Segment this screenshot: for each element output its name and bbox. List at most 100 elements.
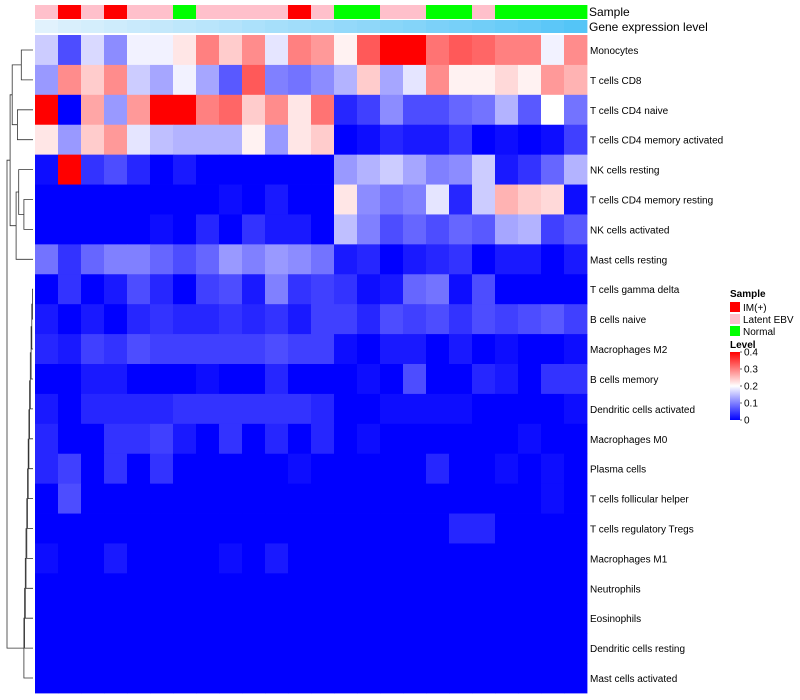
- sample-annotation-cell: [265, 5, 289, 19]
- heatmap-cell: [311, 663, 335, 694]
- heatmap-cell: [403, 304, 427, 335]
- heatmap-cell: [35, 214, 59, 245]
- row-label: Dendritic cells activated: [590, 405, 695, 416]
- heatmap-cell: [35, 94, 59, 126]
- heatmap-cell: [403, 94, 427, 126]
- heatmap-cell: [426, 573, 450, 604]
- heatmap-cell: [472, 513, 496, 544]
- heatmap-cell: [288, 573, 312, 604]
- heatmap-cell: [334, 663, 358, 694]
- heatmap-cell: [357, 154, 381, 185]
- heatmap-cell: [357, 573, 381, 604]
- heatmap-cell: [219, 543, 243, 574]
- sample-annotation-cell: [173, 5, 197, 19]
- heatmap-cell: [564, 423, 588, 455]
- heatmap-cell: [173, 244, 197, 275]
- gene-expression-cell: [242, 20, 266, 33]
- heatmap-cell: [219, 513, 243, 544]
- heatmap-cell: [127, 573, 151, 604]
- heatmap-cell: [564, 94, 588, 126]
- row-labels: Monocytes T cells CD8 T cells CD4 naive T c…: [590, 46, 723, 685]
- heatmap-cell: [81, 244, 105, 275]
- heatmap-cell: [518, 244, 542, 275]
- heatmap-cell: [403, 244, 427, 275]
- heatmap-cell: [150, 633, 174, 664]
- heatmap-cell: [196, 423, 220, 455]
- heatmap-cell: [449, 154, 473, 185]
- heatmap-cell: [564, 603, 588, 634]
- heatmap-cell: [518, 124, 542, 156]
- heatmap-cell: [219, 35, 243, 66]
- heatmap-cell: [81, 364, 105, 395]
- heatmap-cell: [380, 663, 404, 694]
- heatmap-cell: [288, 364, 312, 395]
- sample-legend-label: Normal: [743, 327, 775, 338]
- heatmap-cell: [357, 543, 381, 574]
- heatmap-cell: [127, 274, 151, 305]
- heatmap-cell: [357, 274, 381, 305]
- heatmap-cell: [219, 124, 243, 156]
- heatmap-cell: [380, 184, 404, 215]
- heatmap-cell: [127, 423, 151, 455]
- heatmap-cell: [495, 304, 519, 335]
- heatmap-cell: [58, 513, 82, 544]
- heatmap-cell: [265, 364, 289, 395]
- heatmap-cell: [150, 94, 174, 126]
- heatmap-cell: [518, 334, 542, 365]
- heatmap-cell: [35, 274, 59, 305]
- heatmap-cell: [449, 453, 473, 485]
- heatmap-cell: [449, 364, 473, 395]
- heatmap-cell: [81, 274, 105, 305]
- heatmap-cell: [81, 304, 105, 335]
- gene-expression-cell: [196, 20, 220, 33]
- heatmap-cell: [35, 543, 59, 574]
- heatmap-cell: [58, 214, 82, 245]
- heatmap-cell: [541, 94, 565, 126]
- heatmap-cell: [265, 244, 289, 275]
- heatmap-cell: [541, 573, 565, 604]
- heatmap-cell: [357, 244, 381, 275]
- heatmap-cell: [58, 94, 82, 126]
- heatmap-cell: [288, 35, 312, 66]
- heatmap-cell: [242, 304, 266, 335]
- heatmap-cell: [127, 483, 151, 514]
- heatmap-cell: [426, 124, 450, 156]
- heatmap-cell: [564, 364, 588, 395]
- heatmap-cell: [403, 543, 427, 574]
- heatmap-cell: [541, 274, 565, 305]
- heatmap-cell: [288, 483, 312, 514]
- heatmap-cell: [495, 244, 519, 275]
- row-label: Plasma cells: [590, 465, 646, 476]
- sample-annotation-cell: [380, 5, 404, 19]
- heatmap-cell: [104, 94, 128, 126]
- gene-expression-cell: [265, 20, 289, 33]
- heatmap-cell: [472, 274, 496, 305]
- gene-expression-cell: [472, 20, 496, 33]
- sample-legend-label: IM(+): [743, 303, 767, 314]
- heatmap-cell: [265, 124, 289, 156]
- heatmap-cell: [449, 334, 473, 365]
- heatmap-cell: [495, 513, 519, 544]
- heatmap-cell: [495, 364, 519, 395]
- heatmap-cell: [196, 483, 220, 514]
- heatmap-cell: [472, 603, 496, 634]
- heatmap-cell: [334, 214, 358, 245]
- heatmap-cell: [518, 393, 542, 425]
- heatmap-cell: [104, 453, 128, 485]
- heatmap-cell: [173, 603, 197, 634]
- heatmap-cell: [403, 603, 427, 634]
- heatmap-cell: [518, 214, 542, 245]
- sample-annotation-cell: [495, 5, 519, 19]
- heatmap-cell: [288, 423, 312, 455]
- heatmap-cell: [288, 214, 312, 245]
- heatmap-cell: [311, 214, 335, 245]
- heatmap-cell: [472, 124, 496, 156]
- heatmap-cell: [311, 603, 335, 634]
- heatmap-cell: [518, 423, 542, 455]
- heatmap-cell: [564, 244, 588, 275]
- sample-legend-swatch: [730, 314, 740, 324]
- heatmap-cell: [242, 94, 266, 126]
- gene-expression-cell: [426, 20, 450, 33]
- heatmap-cell: [564, 304, 588, 335]
- heatmap-cell: [518, 184, 542, 215]
